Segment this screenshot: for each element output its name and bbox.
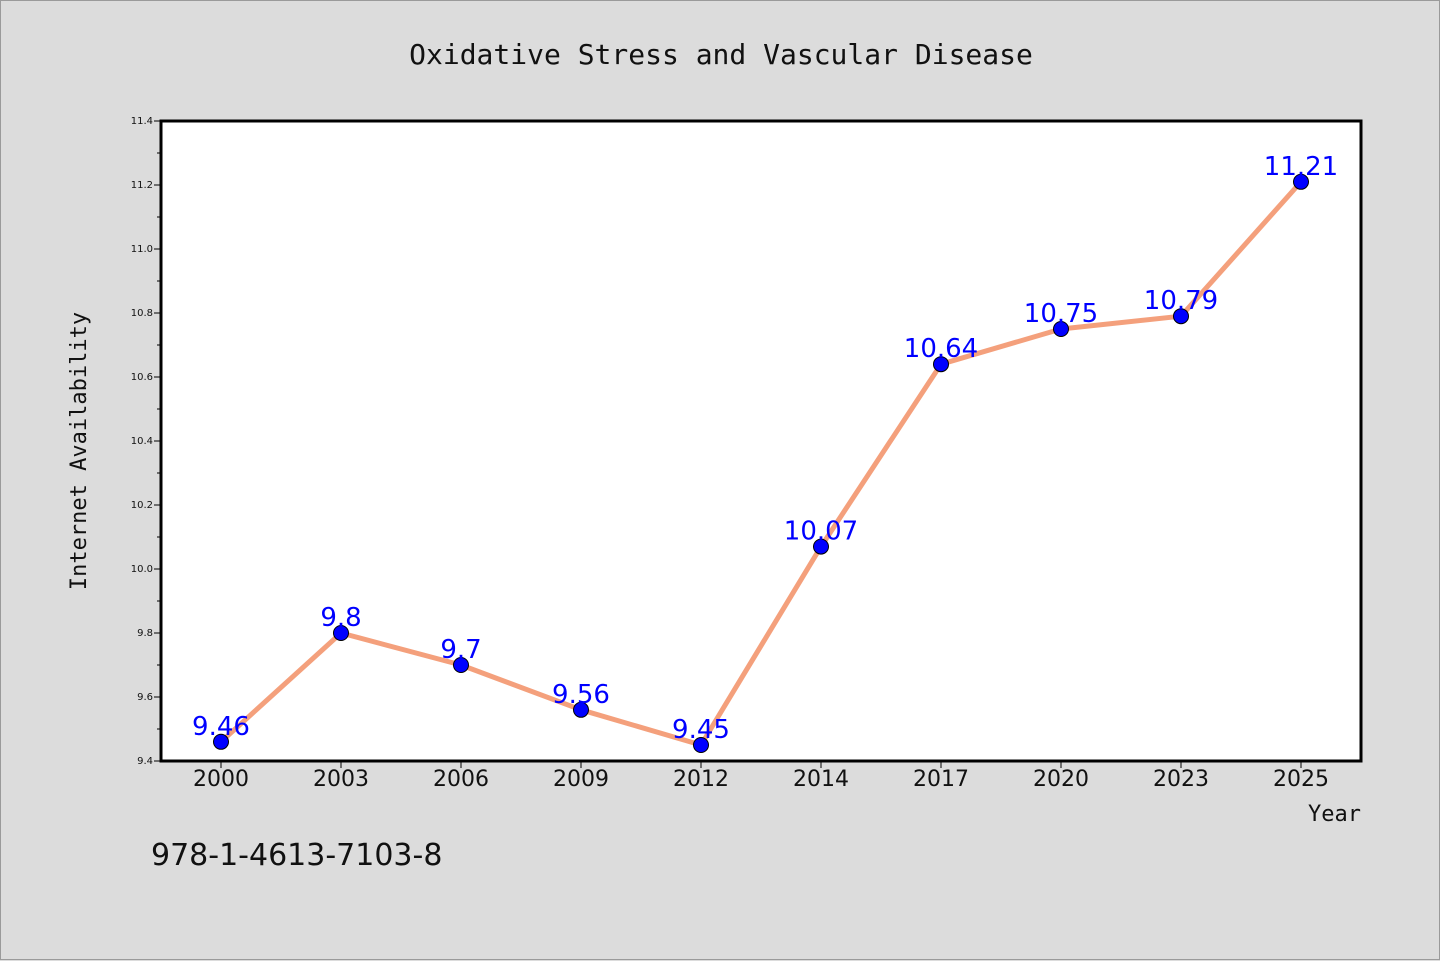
y-tick-label: 11.4 [131, 116, 153, 127]
x-tick-label: 2023 [1153, 767, 1209, 792]
y-axis: 9.4 9.6 9.8 10.0 10.2 10.4 10.6 10.8 11.0 11.2 11.… [131, 116, 161, 767]
y-tick-label: 10.8 [131, 308, 153, 319]
x-axis-label: Year [1308, 802, 1361, 827]
data-point [1293, 173, 1309, 190]
data-label: 9.56 [552, 680, 610, 710]
data-label: 10.07 [784, 517, 858, 547]
plot-area [161, 121, 1361, 761]
data-point [453, 657, 469, 673]
y-tick-label: 9.4 [137, 756, 153, 767]
data-point [1053, 321, 1069, 337]
data-label: 9.7 [440, 635, 481, 665]
x-tick-label: 2017 [913, 767, 969, 792]
data-label: 9.45 [672, 715, 730, 745]
data-label: 9.46 [192, 712, 250, 742]
x-tick-label: 2020 [1033, 767, 1089, 792]
y-tick-label: 11.2 [131, 180, 153, 191]
y-axis-label: Internet Availability [67, 312, 92, 590]
x-tick-label: 2000 [193, 767, 249, 792]
x-tick-label: 2009 [553, 767, 609, 792]
data-point [333, 625, 349, 641]
data-label: 9.8 [320, 603, 361, 633]
x-tick-label: 2006 [433, 767, 489, 792]
y-tick-label: 10.6 [131, 372, 153, 383]
x-tick-label: 2012 [673, 767, 729, 792]
isbn-annotation: 978-1-4613-7103-8 [151, 838, 442, 873]
y-tick-label: 9.8 [137, 628, 153, 639]
y-tick-label: 11.0 [131, 244, 153, 255]
data-point [693, 737, 709, 753]
data-label: 10.79 [1144, 286, 1218, 316]
data-point [573, 701, 589, 718]
y-tick-label: 10.0 [131, 564, 153, 575]
y-tick-label: 10.2 [131, 500, 153, 511]
series-layer: 9.46 9.8 9.7 9.56 9.45 10.07 10.64 10.75 10.79 11… [192, 152, 1338, 753]
y-tick-label: 9.6 [137, 692, 153, 703]
x-tick-label: 2003 [313, 767, 369, 792]
y-tick-label: 10.4 [131, 436, 153, 447]
data-label: 11.21 [1264, 152, 1338, 182]
data-point [813, 538, 829, 555]
x-axis: 2000 2003 2006 2009 2012 2014 2017 2020 2023 2025 [193, 761, 1329, 792]
plot-frame [159, 119, 1363, 763]
data-point [933, 356, 949, 373]
chart-title: Oxidative Stress and Vascular Disease [409, 38, 1033, 71]
data-label: 10.64 [904, 334, 978, 364]
data-point [213, 733, 229, 750]
x-tick-label: 2014 [793, 767, 849, 792]
data-label: 10.75 [1024, 299, 1098, 329]
x-tick-label: 2025 [1273, 767, 1329, 792]
data-point [1173, 308, 1189, 325]
series-line [218, 179, 1304, 748]
